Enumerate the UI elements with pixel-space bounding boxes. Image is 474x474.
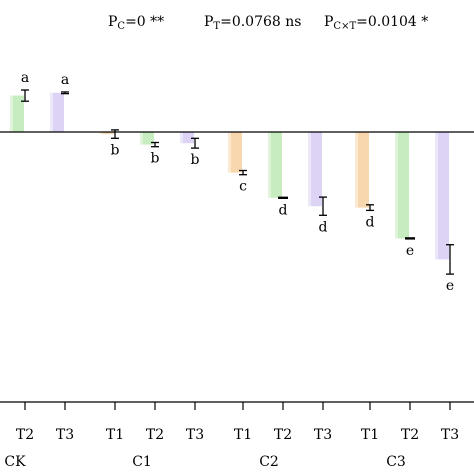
x-tick-label: T3 — [56, 427, 74, 443]
labels-layer: T1aT2aT3bT1bT2bT3cT1dT2dT3dT1eT2eT3CKC1C… — [4, 70, 459, 470]
group-label-c2: C2 — [259, 454, 279, 470]
sig-letter: d — [279, 203, 288, 219]
bar-highlight — [140, 132, 143, 145]
error-bars-layer — [21, 89, 454, 275]
bar-c1-t3 — [180, 132, 194, 144]
sig-letter: e — [406, 243, 414, 259]
x-tick-label: T3 — [441, 427, 459, 443]
stat-pc: PC=0 ** — [108, 14, 164, 32]
bar-c3-t2 — [395, 132, 409, 239]
stat-pct: PC×T=0.0104 * — [324, 14, 428, 32]
bar-highlight — [180, 132, 183, 144]
x-tick-label: T3 — [186, 427, 204, 443]
sig-letter: d — [319, 219, 328, 235]
bars-layer — [10, 92, 449, 260]
bar-highlight — [308, 132, 311, 207]
bar-c2-t3 — [308, 132, 322, 207]
x-tick-label: T2 — [274, 427, 292, 443]
x-tick-label: T2 — [146, 427, 164, 443]
sig-letter: e — [446, 278, 454, 294]
bar-highlight — [268, 132, 271, 198]
bar-highlight — [435, 132, 438, 260]
bar-c1-t2 — [140, 132, 154, 145]
stat-pt: PT=0.0768 ns — [204, 14, 301, 32]
bar-c2-t1 — [228, 132, 242, 173]
sig-letter: b — [191, 152, 200, 168]
bar-ck-t3 — [50, 92, 64, 132]
bar-ck-t2 — [10, 95, 24, 132]
x-tick-label: T1 — [106, 427, 124, 443]
bar-c3-t3 — [435, 132, 449, 260]
x-ticks-layer — [24, 402, 451, 410]
x-tick-label: T2 — [16, 427, 34, 443]
bar-highlight — [10, 95, 13, 132]
sig-letter: b — [151, 151, 160, 167]
sig-letter: a — [61, 72, 69, 88]
x-tick-label: T1 — [361, 427, 379, 443]
sig-letter: c — [239, 179, 247, 195]
bar-c1-t1 — [100, 132, 114, 135]
group-label-c3: C3 — [386, 454, 406, 470]
x-tick-label: T1 — [234, 427, 252, 443]
x-tick-label: T3 — [314, 427, 332, 443]
bar-highlight — [100, 132, 103, 135]
bar-c3-t1 — [355, 132, 369, 208]
bar-highlight — [395, 132, 398, 239]
sig-letter: b — [111, 142, 120, 158]
x-tick-label: T2 — [401, 427, 419, 443]
bar-highlight — [355, 132, 358, 208]
bar-highlight — [50, 92, 53, 132]
bar-highlight — [228, 132, 231, 173]
group-label-c1: C1 — [132, 454, 152, 470]
sig-letter: a — [21, 70, 29, 86]
sig-letter: d — [366, 214, 375, 230]
group-label-ck: CK — [4, 454, 26, 470]
bar-c2-t2 — [268, 132, 282, 198]
